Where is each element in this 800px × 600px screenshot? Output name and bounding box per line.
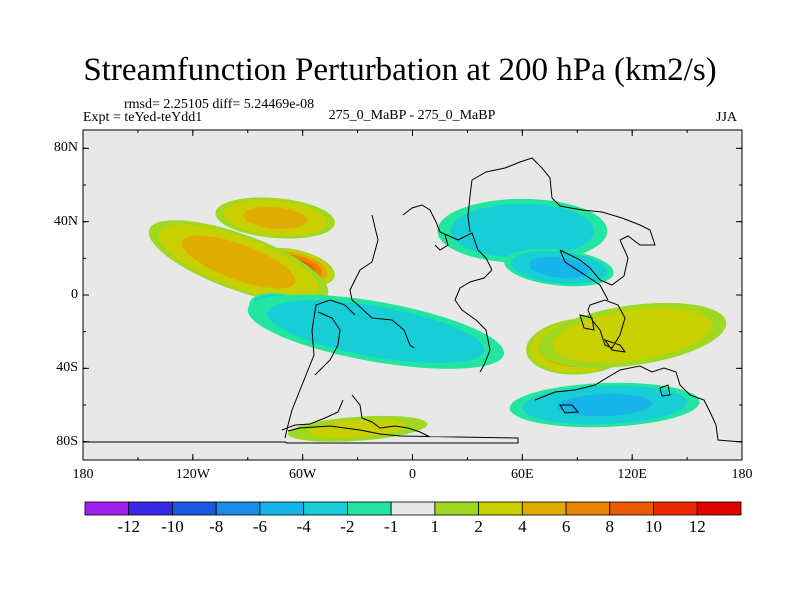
colorbar-label: -6 xyxy=(252,517,268,536)
negative-southern-ocean-contour xyxy=(557,393,653,417)
colorbar-label: -8 xyxy=(209,517,224,536)
filled-contours xyxy=(83,130,742,460)
x-tick-label: 60E xyxy=(511,467,534,482)
colorbar-swatch xyxy=(565,501,611,516)
case-annotation: 275_0_MaBP - 275_0_MaBP xyxy=(328,108,496,123)
colorbar-swatch xyxy=(696,501,742,516)
experiment-annotation: Expt = teYed-teYdd1 xyxy=(83,110,203,125)
colorbar-label: 6 xyxy=(561,517,571,536)
colorbar-swatch xyxy=(215,501,261,516)
positive-north-atlantic-contour xyxy=(243,206,308,230)
colorbar-swatch xyxy=(346,501,392,516)
x-tick-label: 120W xyxy=(175,467,210,482)
rmsd-annotation: rmsd= 2.25105 diff= 5.24469e-08 xyxy=(124,97,315,112)
colorbar-label: -1 xyxy=(384,517,399,536)
x-tick-label: 120E xyxy=(617,467,647,482)
colorbar-swatch xyxy=(128,501,173,516)
x-tick-label: 60W xyxy=(289,467,317,482)
x-tick-label: 180 xyxy=(72,467,94,482)
colorbar-swatch xyxy=(521,501,567,516)
colorbar-swatch xyxy=(84,501,130,516)
positive-ridge-atlantic-contour xyxy=(181,235,296,289)
x-tick-label: 0 xyxy=(409,467,416,482)
season-annotation: JJA xyxy=(716,110,738,125)
y-tick-label: 40N xyxy=(53,213,78,229)
negative-atlantic-band-contour xyxy=(267,300,485,364)
positive-antarctica-contour xyxy=(308,419,407,438)
colorbar-label: 10 xyxy=(645,517,663,536)
colorbar-label: 12 xyxy=(688,517,706,536)
colorbar-label: 4 xyxy=(518,517,527,536)
chart-title: Streamfunction Perturbation at 200 hPa (… xyxy=(83,52,717,88)
colorbar-swatch xyxy=(172,501,217,516)
colorbar-swatch xyxy=(259,501,305,516)
colorbar-label: -10 xyxy=(161,517,184,536)
continent-outlines xyxy=(83,157,742,444)
colorbar-swatch xyxy=(390,501,436,516)
y-tick-label: 80N xyxy=(53,140,78,156)
colorbar-swatch xyxy=(653,501,698,516)
colorbar-swatch xyxy=(434,501,480,516)
x-tick-label: 180 xyxy=(731,467,753,482)
colorbar-swatch xyxy=(303,501,348,516)
axis-ticks xyxy=(82,130,743,460)
colorbar-swatch xyxy=(478,501,523,516)
colorbar-label: 2 xyxy=(474,517,483,536)
colorbar-label: 1 xyxy=(430,517,440,536)
colorbar-label: -4 xyxy=(296,517,311,536)
y-tick-label: 80S xyxy=(56,433,78,449)
negative-north-asia-contour xyxy=(450,203,595,258)
colorbar-swatch xyxy=(609,501,654,516)
negative-tibet-contour xyxy=(528,257,590,278)
y-tick-label: 0 xyxy=(71,287,78,302)
colorbar-label: -2 xyxy=(340,517,355,536)
colorbar-label: 8 xyxy=(605,517,615,536)
colorbar-label: -12 xyxy=(117,517,141,536)
y-tick-label: 40S xyxy=(56,360,78,376)
colorbar xyxy=(84,501,742,516)
